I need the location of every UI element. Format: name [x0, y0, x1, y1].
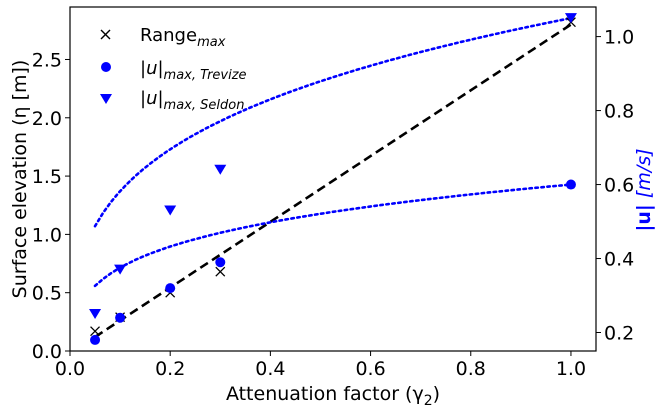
- x-tick-label: 0.6: [355, 358, 385, 380]
- seldon-point: [164, 205, 177, 216]
- y-left-axis-title: Surface elevation (η [m]): [9, 60, 31, 299]
- x-axis-title-subscript: 2: [424, 393, 433, 408]
- legend-range-label: Rangemax: [140, 25, 226, 50]
- y-right-tick-label: 0.2: [604, 323, 634, 345]
- x-tick-label: 0.4: [255, 358, 285, 380]
- y-right-axis-title-bold: |u|: [633, 204, 655, 231]
- x-tick-label: 0.8: [456, 358, 486, 380]
- y-right-tick-label: 1.0: [604, 27, 634, 49]
- y-left-tick-label: 2.5: [32, 49, 62, 71]
- legend: Rangemax |u|max, Trevize |u|max, Seldon: [100, 25, 247, 113]
- legend-trevize-marker: [101, 62, 111, 72]
- y-right-axis-title-unit: [m/s]: [633, 148, 655, 198]
- legend-trevize-label: |u|max, Trevize: [140, 58, 247, 83]
- y-left-tick-label: 2.0: [32, 108, 62, 130]
- legend-seldon-marker: [100, 94, 112, 104]
- y-right-tick-label: 0.4: [604, 249, 634, 271]
- fit-line-1: [93, 183, 573, 288]
- trevize-point: [165, 283, 176, 294]
- fit-line-2: [93, 16, 573, 228]
- trevize-point: [115, 312, 126, 323]
- y-left-tick-label: 1.0: [32, 224, 62, 246]
- x-tick-label: 0.0: [55, 358, 85, 380]
- y-left-tick-label: 1.5: [32, 166, 62, 188]
- x-tick-label: 1.0: [556, 358, 586, 380]
- y-left-tick-label: 0.5: [32, 283, 62, 305]
- trevize-point: [215, 257, 226, 268]
- seldon-point: [89, 309, 102, 320]
- x-axis-title: Attenuation factor (γ2): [226, 383, 440, 408]
- range-point: [90, 326, 101, 337]
- seldon-point: [564, 13, 577, 24]
- legend-range-marker: [100, 29, 111, 40]
- seldon-point: [214, 164, 227, 175]
- y-left-tick-label: 0.0: [32, 341, 62, 363]
- y-right-tick-label: 0.6: [604, 175, 634, 197]
- range-point: [215, 266, 226, 277]
- seldon-point: [114, 264, 127, 275]
- legend-seldon-label: |u|max, Seldon: [140, 88, 244, 113]
- fit-line-0: [94, 23, 572, 339]
- trevize-point: [90, 334, 101, 345]
- y-right-axis-title: |u| [m/s]: [633, 148, 655, 231]
- trevize-point: [565, 179, 576, 190]
- y-right-tick-label: 0.8: [604, 101, 634, 123]
- x-tick-label: 0.2: [155, 358, 185, 380]
